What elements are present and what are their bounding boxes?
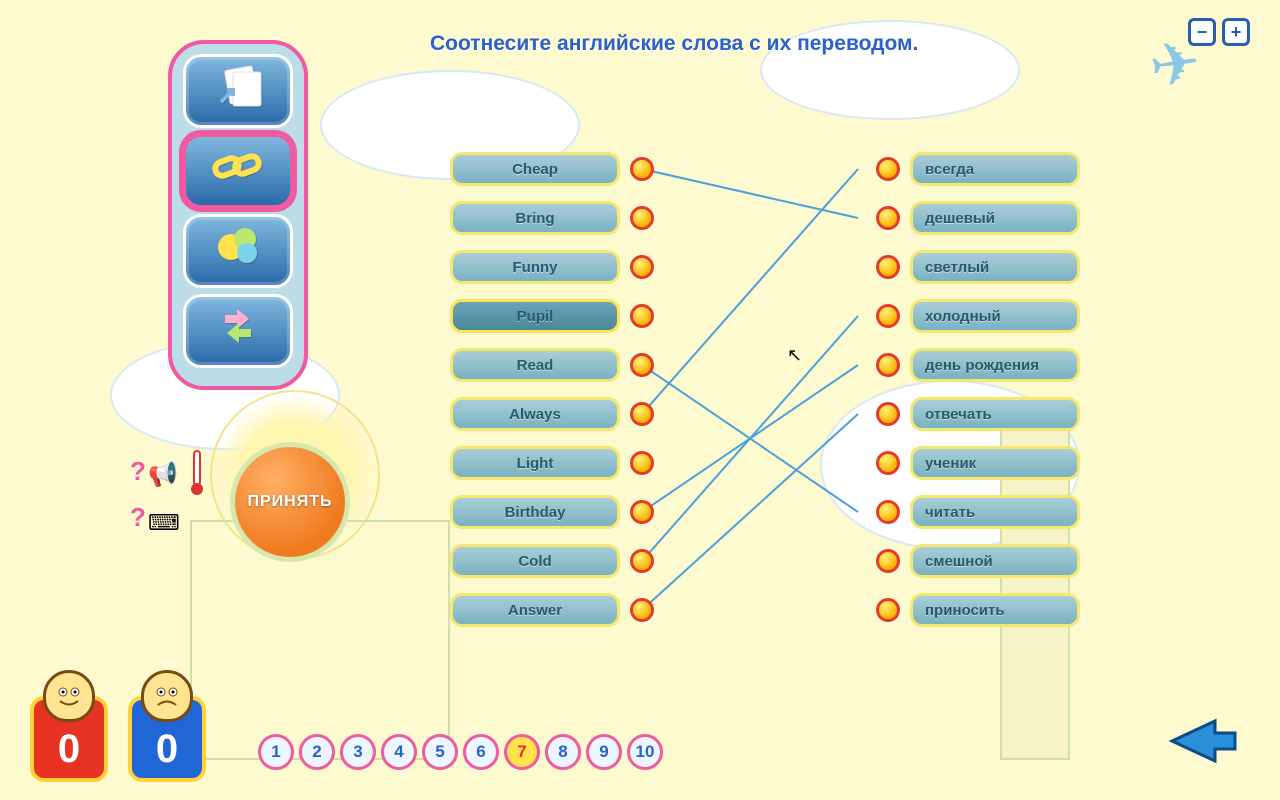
word-en-7[interactable]: Birthday xyxy=(450,495,620,529)
tool-hint[interactable] xyxy=(183,214,293,288)
page-5[interactable]: 5 xyxy=(422,734,458,770)
page-7[interactable]: 7 xyxy=(504,734,540,770)
doc-icon xyxy=(213,64,263,118)
anchor-en-5[interactable] xyxy=(630,402,654,426)
maximize-button[interactable]: + xyxy=(1222,18,1250,46)
score-correct: 0 xyxy=(30,696,108,782)
word-ru-6[interactable]: ученик xyxy=(910,446,1080,480)
anchor-ru-8[interactable] xyxy=(876,549,900,573)
anchor-ru-9[interactable] xyxy=(876,598,900,622)
minimize-button[interactable]: − xyxy=(1188,18,1216,46)
accept-button[interactable]: ПРИНЯТЬ xyxy=(230,442,350,562)
word-en-3[interactable]: Pupil xyxy=(450,299,620,333)
svg-text:📢: 📢 xyxy=(148,460,178,488)
page-1[interactable]: 1 xyxy=(258,734,294,770)
shuffle-icon xyxy=(213,303,263,359)
svg-text:?: ? xyxy=(130,502,146,532)
anchor-ru-6[interactable] xyxy=(876,451,900,475)
back-button[interactable] xyxy=(1160,711,1240,776)
column-russian: всегда дешевый светлый холодный день рождени… xyxy=(876,150,1080,629)
page-10[interactable]: 10 xyxy=(627,734,663,770)
anchor-en-6[interactable] xyxy=(630,451,654,475)
anchor-en-2[interactable] xyxy=(630,255,654,279)
word-en-6[interactable]: Light xyxy=(450,446,620,480)
sad-face-icon xyxy=(141,670,193,722)
anchor-en-8[interactable] xyxy=(630,549,654,573)
column-english: Cheap Bring Funny Pupil Read Always Light Birth… xyxy=(450,150,654,629)
bulb-icon xyxy=(213,223,263,279)
word-ru-0[interactable]: всегда xyxy=(910,152,1080,186)
help-keyboard-icon[interactable]: ?⌨ xyxy=(130,498,176,538)
score-wrong-value: 0 xyxy=(156,727,178,772)
tool-shuffle[interactable] xyxy=(183,294,293,368)
match-area: Cheap Bring Funny Pupil Read Always Light Birth… xyxy=(450,150,1080,650)
thermometer-icon xyxy=(188,452,206,492)
page-9[interactable]: 9 xyxy=(586,734,622,770)
page-3[interactable]: 3 xyxy=(340,734,376,770)
tool-document[interactable] xyxy=(183,54,293,128)
word-en-1[interactable]: Bring xyxy=(450,201,620,235)
word-ru-2[interactable]: светлый xyxy=(910,250,1080,284)
anchor-ru-4[interactable] xyxy=(876,353,900,377)
tool-panel xyxy=(168,40,308,390)
tool-link[interactable] xyxy=(183,134,293,208)
word-ru-3[interactable]: холодный xyxy=(910,299,1080,333)
word-en-4[interactable]: Read xyxy=(450,348,620,382)
help-audio-icon[interactable]: ?📢 xyxy=(130,452,176,492)
word-ru-9[interactable]: приносить xyxy=(910,593,1080,627)
word-en-9[interactable]: Answer xyxy=(450,593,620,627)
word-ru-8[interactable]: смешной xyxy=(910,544,1080,578)
svg-text:?: ? xyxy=(130,456,146,486)
anchor-en-3[interactable] xyxy=(630,304,654,328)
instruction-text: Соотнесите английские слова с их перевод… xyxy=(430,32,1060,56)
bridge-deco xyxy=(190,520,450,760)
anchor-en-1[interactable] xyxy=(630,206,654,230)
word-ru-1[interactable]: дешевый xyxy=(910,201,1080,235)
happy-face-icon xyxy=(43,670,95,722)
anchor-en-4[interactable] xyxy=(630,353,654,377)
word-ru-5[interactable]: отвечать xyxy=(910,397,1080,431)
page-4[interactable]: 4 xyxy=(381,734,417,770)
cursor-icon: ↖ xyxy=(787,345,802,366)
anchor-en-0[interactable] xyxy=(630,157,654,181)
anchor-ru-3[interactable] xyxy=(876,304,900,328)
word-en-5[interactable]: Always xyxy=(450,397,620,431)
page-2[interactable]: 2 xyxy=(299,734,335,770)
anchor-en-7[interactable] xyxy=(630,500,654,524)
anchor-ru-0[interactable] xyxy=(876,157,900,181)
page-8[interactable]: 8 xyxy=(545,734,581,770)
page-navigation: 12345678910 xyxy=(258,734,663,770)
score-wrong: 0 xyxy=(128,696,206,782)
anchor-en-9[interactable] xyxy=(630,598,654,622)
score-correct-value: 0 xyxy=(58,727,80,772)
word-en-2[interactable]: Funny xyxy=(450,250,620,284)
word-en-8[interactable]: Cold xyxy=(450,544,620,578)
word-ru-7[interactable]: читать xyxy=(910,495,1080,529)
anchor-ru-2[interactable] xyxy=(876,255,900,279)
anchor-ru-1[interactable] xyxy=(876,206,900,230)
svg-text:⌨: ⌨ xyxy=(148,510,180,535)
anchor-ru-5[interactable] xyxy=(876,402,900,426)
page-6[interactable]: 6 xyxy=(463,734,499,770)
word-ru-4[interactable]: день рождения xyxy=(910,348,1080,382)
word-en-0[interactable]: Cheap xyxy=(450,152,620,186)
link-icon xyxy=(211,146,265,196)
anchor-ru-7[interactable] xyxy=(876,500,900,524)
